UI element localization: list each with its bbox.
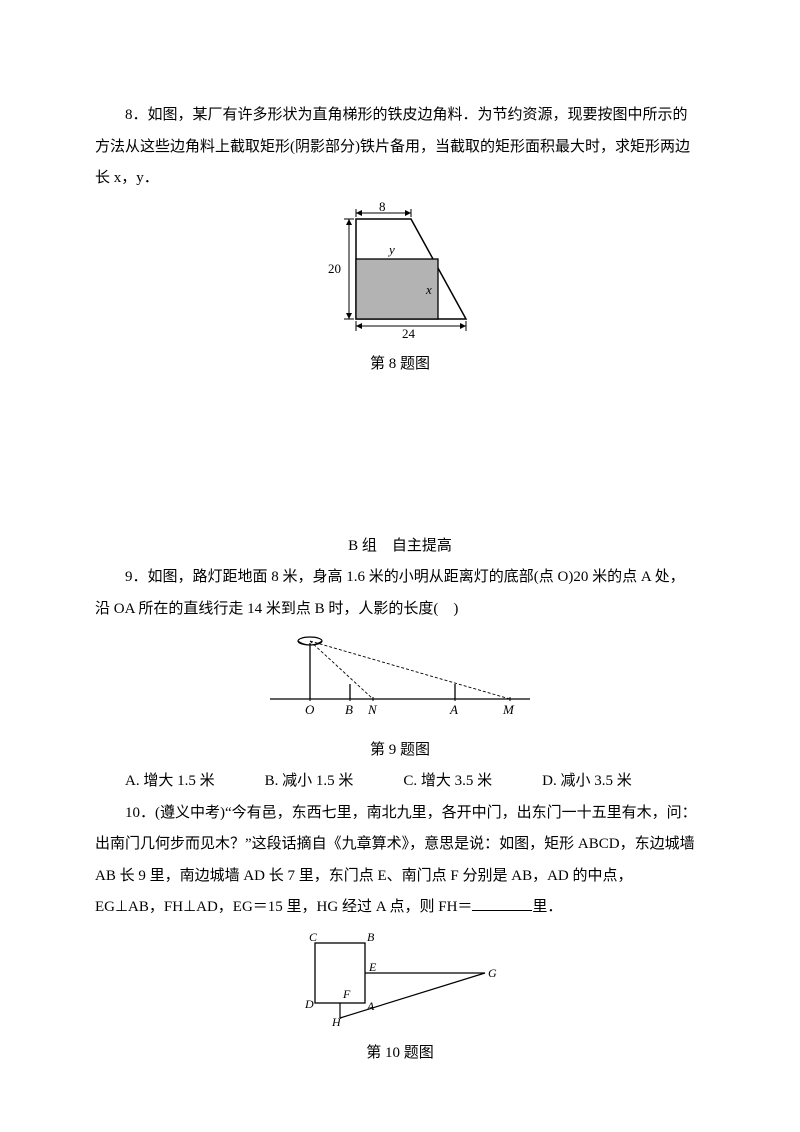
q9-A: A xyxy=(449,702,458,717)
q9-line1: 9．如图，路灯距地面 8 米，身高 1.6 米的小明从距离灯的底部(点 O)20… xyxy=(95,562,705,594)
q10-text-l1: “今有邑，东西七里，南北九里，各开中门，出东门一十五里有木，问： xyxy=(225,805,697,821)
q8-y-label: y xyxy=(387,242,395,257)
q10-text-l4-pre: EG⊥AB，FH⊥AD，EG＝15 里，HG 经过 A 点，则 FH＝ xyxy=(95,899,472,915)
q9-option-b: B. 减小 1.5 米 xyxy=(265,766,354,798)
q8-x-label: x xyxy=(425,282,432,297)
q10-line1: 10．(遵义中考)“今有邑，东西七里，南北九里，各开中门，出东门一十五里有木，问… xyxy=(95,798,705,830)
q9-line2: 沿 OA 所在的直线行走 14 米到点 B 时，人影的长度( ) xyxy=(95,594,705,626)
q9-options: A. 增大 1.5 米 B. 减小 1.5 米 C. 增大 3.5 米 D. 减… xyxy=(95,766,705,798)
q10-A: A xyxy=(366,999,375,1013)
q10-figure: C B D A E F G H xyxy=(95,928,705,1041)
q8-line1: 8．如图，某厂有许多形状为直角梯形的铁皮边角料．为节约资源，现要按图中所示的 xyxy=(95,100,705,132)
q8-number: 8． xyxy=(125,107,148,123)
q8-bottom-label: 24 xyxy=(402,326,416,339)
q10-line4: EG⊥AB，FH⊥AD，EG＝15 里，HG 经过 A 点，则 FH＝ 里． xyxy=(95,892,705,924)
q10-C: C xyxy=(309,930,318,944)
q9-svg: O B N A M xyxy=(255,629,545,724)
q9-option-a: A. 增大 1.5 米 xyxy=(125,766,215,798)
q8-left-label: 20 xyxy=(328,261,341,276)
q8-line3: 长 x，y． xyxy=(95,163,705,195)
q10-G: G xyxy=(488,966,497,980)
q10-line2: 出南门几何步而见木？”这段话摘自《九章算术》，意思是说：如图，矩形 ABCD，东… xyxy=(95,829,705,861)
q9-caption: 第 9 题图 xyxy=(95,735,705,767)
page: 8．如图，某厂有许多形状为直角梯形的铁皮边角料．为节约资源，现要按图中所示的 方… xyxy=(0,0,800,1132)
q10-text-l4-post: 里． xyxy=(532,899,562,915)
q9-number: 9． xyxy=(125,569,148,585)
q8-caption: 第 8 题图 xyxy=(95,349,705,381)
q10-D: D xyxy=(304,997,314,1011)
q8-top-label: 8 xyxy=(379,199,386,214)
q8-text-l1: 如图，某厂有许多形状为直角梯形的铁皮边角料．为节约资源，现要按图中所示的 xyxy=(148,107,688,123)
q8-svg: 8 20 24 y x xyxy=(316,199,484,339)
section-b-title: B 组 自主提高 xyxy=(95,531,705,563)
q8-figure: 8 20 24 y x xyxy=(95,199,705,352)
q10-caption: 第 10 题图 xyxy=(95,1038,705,1070)
q10-number: 10． xyxy=(125,805,155,821)
q10-E: E xyxy=(368,960,377,974)
q9-option-d: D. 减小 3.5 米 xyxy=(542,766,632,798)
q10-blank xyxy=(472,895,532,911)
q10-line3: AB 长 9 里，南边城墙 AD 长 7 里，东门点 E、南门点 F 分别是 A… xyxy=(95,861,705,893)
q10-H: H xyxy=(331,1015,342,1028)
q9-text-l1: 如图，路灯距地面 8 米，身高 1.6 米的小明从距离灯的底部(点 O)20 米… xyxy=(148,569,685,585)
q9-figure: O B N A M xyxy=(95,629,705,737)
q8-line2: 方法从这些边角料上截取矩形(阴影部分)铁片备用，当截取的矩形面积最大时，求矩形两… xyxy=(95,132,705,164)
q9-option-c: C. 增大 3.5 米 xyxy=(403,766,492,798)
q9-M: M xyxy=(502,702,515,717)
q10-svg: C B D A E F G H xyxy=(285,928,515,1028)
q9-B: B xyxy=(345,702,353,717)
q9-O: O xyxy=(305,702,315,717)
q10-source: (遵义中考) xyxy=(155,805,225,821)
q10-F: F xyxy=(342,987,351,1001)
q9-N: N xyxy=(367,702,378,717)
q10-B: B xyxy=(367,930,375,944)
